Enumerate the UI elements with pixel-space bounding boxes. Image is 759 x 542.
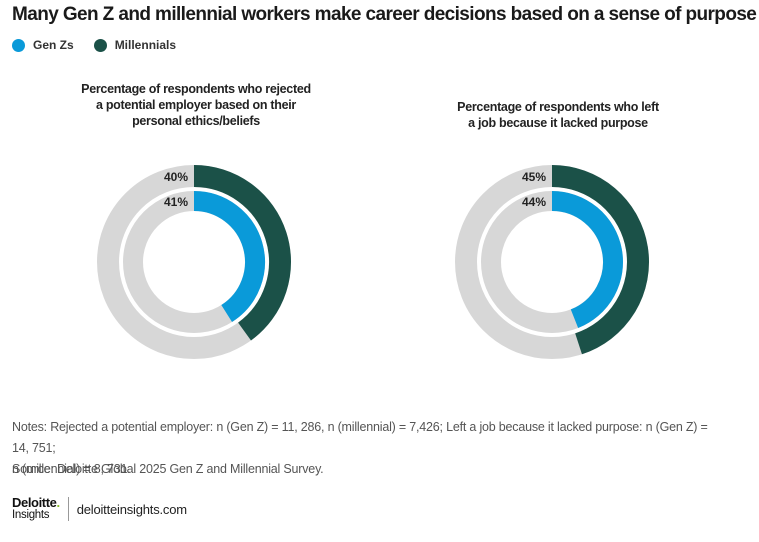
chart-2-outer-ring-value [551,165,649,355]
brand-footer: Deloitte. Insights deloitteinsights.com [12,495,187,521]
legend-item-genz: Gen Zs [12,38,74,52]
chart-2-title-line-2: a job because it lacked purpose [468,116,648,130]
legend-swatch-genz [12,38,25,52]
chart-2-outer-value-label: 45% [522,170,546,184]
source-note: Source: Deloitte Global 2025 Gen Z and M… [12,462,324,476]
chart-1-inner-ring-value [193,191,265,322]
brand-url[interactable]: deloitteinsights.com [76,501,187,517]
legend-label-millennials: Millennials [114,38,177,52]
brand-divider [67,497,69,521]
legend-item-millennials: Millennials [93,38,177,52]
deloitte-logo: Deloitte. Insights [12,495,60,521]
chart-1-outer-value-label: 40% [164,170,188,184]
chart-2-inner-value-label: 44% [522,195,546,209]
chart-1-title-line-3: personal ethics/beliefs [132,114,260,128]
chart-1-title: Percentage of respondents who rejected a… [62,81,330,129]
notes-line-1: Notes: Rejected a potential employer: n … [12,420,708,455]
notes: Notes: Rejected a potential employer: n … [12,417,712,480]
chart-2-inner-ring-value [551,191,623,329]
legend: Gen Zs Millennials [12,38,196,52]
brand-dot: . [56,495,60,510]
chart-2-title: Percentage of respondents who left a job… [424,99,692,131]
legend-label-genz: Gen Zs [33,38,74,52]
chart-1-title-line-1: Percentage of respondents who rejected [81,82,311,96]
chart-1-inner-value-label: 41% [164,195,188,209]
chart-1-title-line-2: a potential employer based on their [96,98,296,112]
brand-sub: Insights [12,509,50,521]
notes-line-2: n (millennial) = 8, 731. [12,462,131,476]
brand-name: Deloitte [12,495,57,510]
legend-swatch-millennials [93,38,107,52]
chart-1-outer-ring-value [193,165,291,341]
brand-name-line: Deloitte. [12,495,60,510]
chart-2-title-line-1: Percentage of respondents who left [457,100,659,114]
chart-title-main: Many Gen Z and millennial workers make c… [12,4,757,25]
donut-charts: 40% 41% 45% 44% [97,165,649,359]
